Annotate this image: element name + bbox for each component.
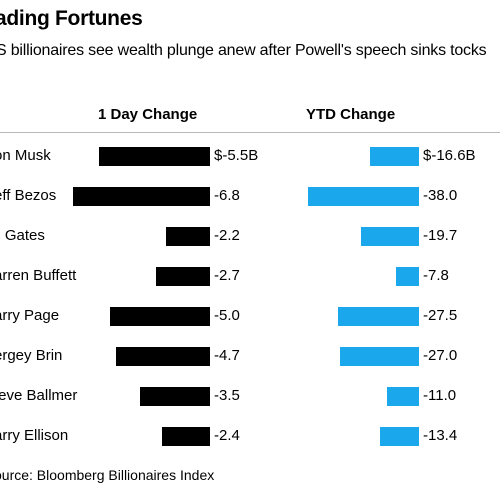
day-change-value: -3.5	[214, 387, 240, 404]
ytd-change-bar	[361, 227, 419, 246]
ytd-change-value: -11.0	[423, 387, 457, 404]
ytd-change-bar	[370, 147, 419, 166]
ytd-change-bar	[307, 187, 419, 206]
ytd-change-value: $-16.6B	[423, 147, 476, 164]
row-label: arry Ellison	[0, 427, 69, 444]
day-change-value: -2.7	[214, 267, 240, 284]
day-change-bar	[109, 307, 210, 326]
day-change-bar	[139, 387, 210, 406]
ytd-change-value: -19.7	[423, 227, 458, 244]
day-change-bar	[165, 227, 210, 246]
source-note: ource: Bloomberg Billionaires Index	[0, 467, 215, 483]
day-change-bar	[73, 187, 210, 206]
ytd-change-value: -38.0	[423, 187, 458, 204]
ytd-change-bar	[396, 267, 419, 286]
row-label: eff Bezos	[0, 187, 57, 204]
day-change-bar	[115, 347, 210, 366]
row-label: arry Page	[0, 307, 60, 324]
chart-subtitle: S billionaires see wealth plunge anew af…	[0, 42, 487, 59]
row-label: ll Gates	[0, 227, 45, 244]
day-change-value: -2.4	[214, 427, 240, 444]
row-label: arren Buffett	[0, 267, 77, 284]
ytd-change-bar	[339, 347, 419, 366]
column-header-1-day-change: 1 Day Change	[98, 106, 198, 123]
ytd-change-bar	[379, 427, 419, 446]
row-label: on Musk	[0, 147, 51, 164]
ytd-change-value: -13.4	[423, 427, 458, 444]
day-change-value: $-5.5B	[214, 147, 259, 164]
ytd-change-bar	[338, 307, 419, 326]
day-change-value: -2.2	[214, 227, 240, 244]
day-change-value: -5.0	[214, 307, 240, 324]
day-change-bar	[161, 427, 210, 446]
header-rule	[0, 132, 500, 133]
ytd-change-value: -27.0	[423, 347, 458, 364]
day-change-bar	[99, 147, 210, 166]
row-label: teve Ballmer	[0, 387, 78, 404]
day-change-value: -4.7	[214, 347, 240, 364]
ytd-change-value: -7.8	[423, 267, 449, 284]
day-change-bar	[155, 267, 210, 286]
chart-title: ading Fortunes	[0, 7, 143, 30]
ytd-change-bar	[386, 387, 419, 406]
ytd-change-value: -27.5	[423, 307, 458, 324]
column-header-ytd-change: YTD Change	[306, 106, 396, 123]
day-change-value: -6.8	[214, 187, 240, 204]
row-label: ergey Brin	[0, 347, 63, 364]
